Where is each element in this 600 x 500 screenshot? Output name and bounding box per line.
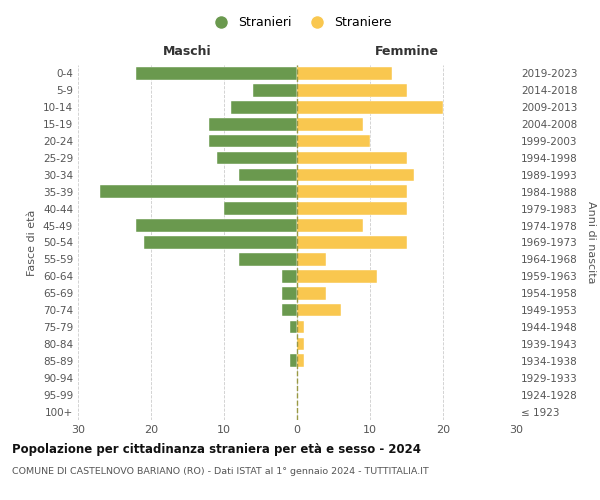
Bar (136, 220, 297, 232)
Bar (239, 253, 297, 266)
Bar (290, 320, 297, 334)
Bar (224, 202, 297, 215)
Bar (297, 270, 377, 282)
Bar (297, 186, 407, 198)
Bar (253, 84, 297, 96)
Bar (297, 202, 407, 215)
Bar (217, 152, 297, 164)
Text: Popolazione per cittadinanza straniera per età e sesso - 2024: Popolazione per cittadinanza straniera p… (12, 442, 421, 456)
Bar (297, 118, 362, 130)
Bar (297, 220, 362, 232)
Bar (297, 304, 341, 316)
Bar (297, 101, 443, 114)
Bar (297, 236, 407, 249)
Bar (290, 354, 297, 367)
Bar (283, 304, 297, 316)
Bar (100, 186, 297, 198)
Text: COMUNE DI CASTELNOVO BARIANO (RO) - Dati ISTAT al 1° gennaio 2024 - TUTTITALIA.I: COMUNE DI CASTELNOVO BARIANO (RO) - Dati… (12, 468, 429, 476)
Bar (232, 101, 297, 114)
Bar (297, 67, 392, 80)
Y-axis label: Fasce di età: Fasce di età (28, 210, 37, 276)
Bar (297, 152, 407, 164)
Text: Maschi: Maschi (163, 45, 212, 58)
Bar (283, 270, 297, 282)
Bar (239, 168, 297, 181)
Bar (209, 134, 297, 147)
Bar (144, 236, 297, 249)
Text: Femmine: Femmine (374, 45, 439, 58)
Bar (297, 354, 304, 367)
Bar (209, 118, 297, 130)
Bar (297, 253, 326, 266)
Legend: Stranieri, Straniere: Stranieri, Straniere (203, 11, 397, 34)
Y-axis label: Anni di nascita: Anni di nascita (586, 201, 596, 284)
Bar (297, 168, 414, 181)
Bar (283, 287, 297, 300)
Bar (297, 84, 407, 96)
Bar (136, 67, 297, 80)
Bar (297, 320, 304, 334)
Bar (297, 338, 304, 350)
Bar (297, 134, 370, 147)
Bar (297, 287, 326, 300)
